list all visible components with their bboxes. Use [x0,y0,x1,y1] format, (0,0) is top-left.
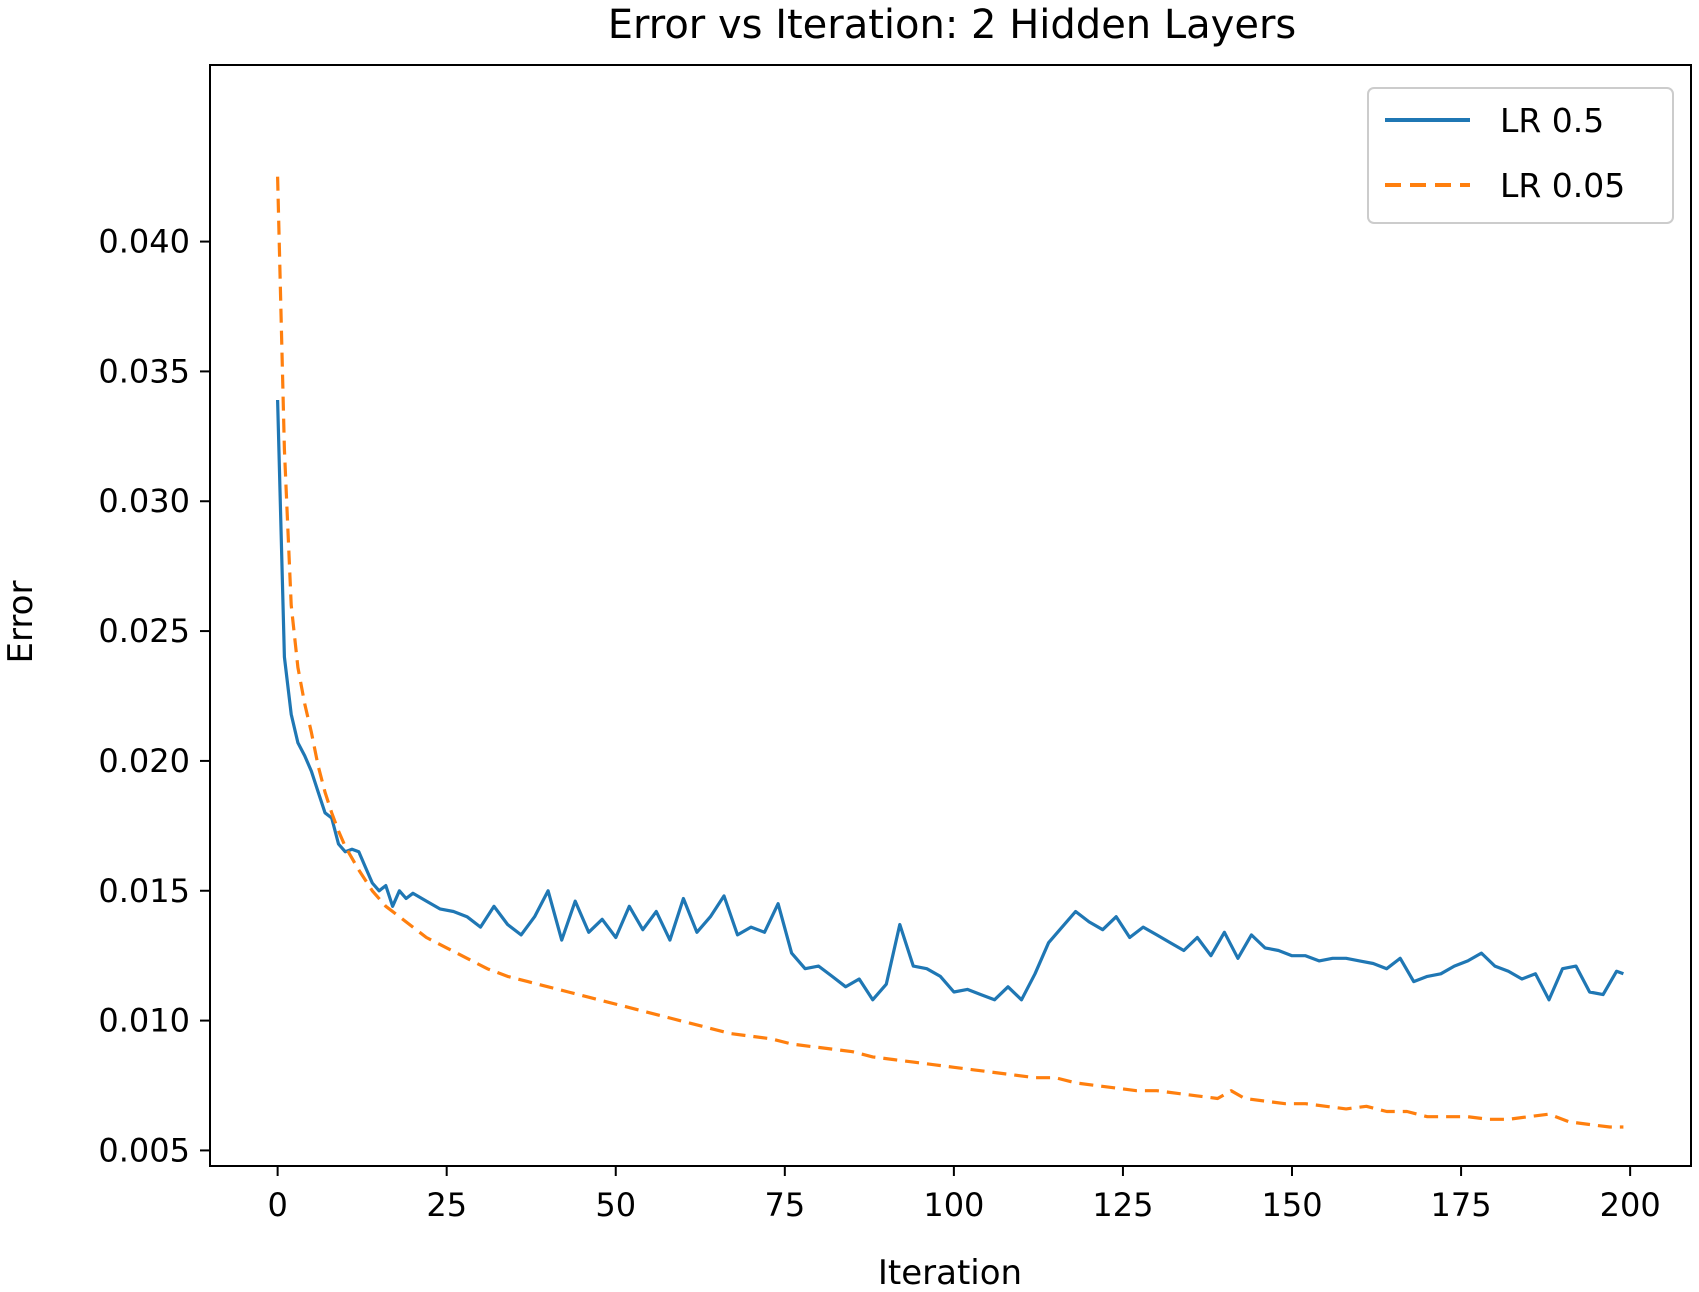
x-tick-label: 150 [1261,1186,1322,1224]
x-axis-label: Iteration [878,1253,1022,1292]
x-tick-label: 75 [764,1186,805,1224]
chart-title: Error vs Iteration: 2 Hidden Layers [608,2,1296,48]
y-tick-label: 0.035 [98,352,190,390]
legend-label-lr-0.5: LR 0.5 [1500,101,1604,140]
y-tick-label: 0.010 [98,1002,190,1040]
y-axis-label: Error [1,581,41,664]
x-tick-label: 50 [595,1186,636,1224]
y-tick-label: 0.040 [98,223,190,261]
x-tick-label: 100 [923,1186,984,1224]
series-line-lr-0.5 [276,399,1624,1002]
y-axis-ticks: 0.005 0.010 0.015 0.020 0.025 0.030 0.035 0.040 [98,223,210,1169]
legend: LR 0.5 LR 0.05 [1367,87,1674,224]
plot-frame [209,64,1692,1167]
series-line-lr-0.05 [276,176,1624,1129]
y-tick-label: 0.005 [98,1131,190,1169]
y-tick-label: 0.015 [98,872,190,910]
x-tick-label: 125 [1092,1186,1153,1224]
x-tick-label: 25 [426,1186,467,1224]
y-tick-label: 0.025 [98,612,190,650]
y-tick-label: 0.030 [98,482,190,520]
x-tick-label: 200 [1600,1186,1661,1224]
x-tick-label: 0 [267,1186,287,1224]
x-tick-label: 175 [1431,1186,1492,1224]
x-axis-ticks: 0 25 50 75 100 125 150 175 200 [267,1166,1661,1224]
legend-label-lr-0.05: LR 0.05 [1500,166,1625,205]
y-tick-label: 0.020 [98,742,190,780]
plot-lines [276,176,1624,1129]
